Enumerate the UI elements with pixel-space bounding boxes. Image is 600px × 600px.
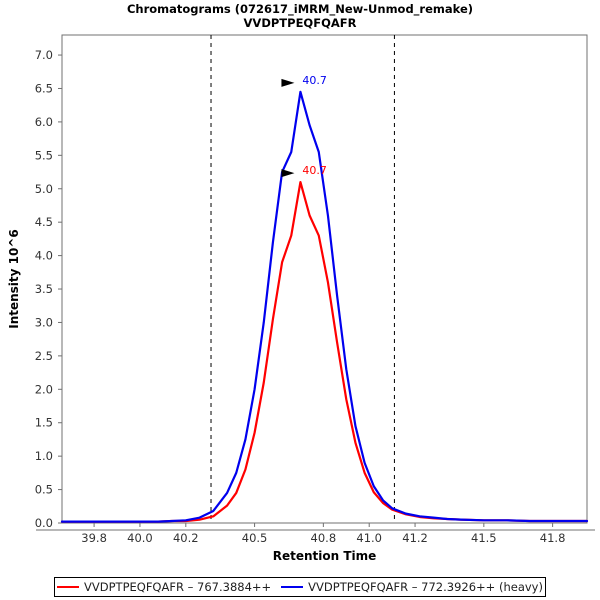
light-apex-label: 40.7 [302, 164, 327, 177]
legend-label-light: VVDPTPEQFQAFR – 767.3884++ [84, 580, 272, 594]
x-axis-tick-label: 41.8 [540, 531, 566, 545]
y-axis-tick-label: 5.0 [35, 182, 53, 196]
y-axis-tick-label: 6.0 [35, 115, 53, 129]
legend-entry-heavy[interactable]: VVDPTPEQFQAFR – 772.3926++ (heavy) [281, 580, 543, 594]
y-axis-tick-label: 6.5 [35, 81, 53, 95]
x-axis-tick-label: 41.2 [402, 531, 428, 545]
chart-title-line-1: Chromatograms (072617_iMRM_New-Unmod_rem… [126, 2, 474, 16]
y-axis-tick-label: 4.0 [35, 249, 53, 263]
x-axis-title: Retention Time [273, 549, 377, 563]
y-axis-tick-label: 5.5 [35, 148, 53, 162]
x-axis-tick-label: 41.5 [471, 531, 497, 545]
heavy-apex-label: 40.7 [302, 74, 327, 87]
chart-title: Chromatograms (072617_iMRM_New-Unmod_rem… [0, 2, 600, 30]
x-axis-tick-label: 40.8 [311, 531, 337, 545]
y-axis-tick-label: 3.5 [35, 282, 53, 296]
y-axis-tick-label: 0.5 [35, 483, 53, 497]
legend-swatch-heavy-icon [281, 586, 304, 588]
series-line-heavy [60, 90, 589, 523]
legend-entry-light[interactable]: VVDPTPEQFQAFR – 767.3884++ [57, 580, 271, 594]
light-apex-arrow-icon [281, 169, 295, 178]
y-axis-title: Intensity 10^6 [7, 229, 21, 329]
legend-swatch-light-icon [57, 586, 80, 588]
x-axis-tick-label: 40.5 [242, 531, 268, 545]
y-axis-tick-label: 7.0 [35, 48, 53, 62]
x-axis-tick-label: 40.2 [173, 531, 199, 545]
y-axis-tick-label: 4.5 [35, 215, 53, 229]
heavy-apex-arrow-icon [281, 78, 295, 87]
plot-frame [61, 34, 588, 524]
y-axis-tick-label: 0.0 [35, 516, 53, 530]
y-axis-tick-label: 2.0 [35, 382, 53, 396]
y-axis-tick-label: 1.5 [35, 416, 53, 430]
x-axis-tick-label: 39.8 [81, 531, 107, 545]
y-axis-tick-label: 1.0 [35, 449, 53, 463]
y-axis-tick-label: 3.0 [35, 315, 53, 329]
x-axis-tick-label: 41.0 [356, 531, 382, 545]
y-axis-tick-label: 2.5 [35, 349, 53, 363]
chart-title-line-2: VVDPTPEQFQAFR [243, 16, 357, 30]
legend-label-heavy: VVDPTPEQFQAFR – 772.3926++ (heavy) [308, 580, 543, 594]
x-axis-tick-label: 40.0 [127, 531, 153, 545]
chart-legend: VVDPTPEQFQAFR – 767.3884++ VVDPTPEQFQAFR… [54, 577, 546, 597]
series-line-light [60, 180, 589, 523]
